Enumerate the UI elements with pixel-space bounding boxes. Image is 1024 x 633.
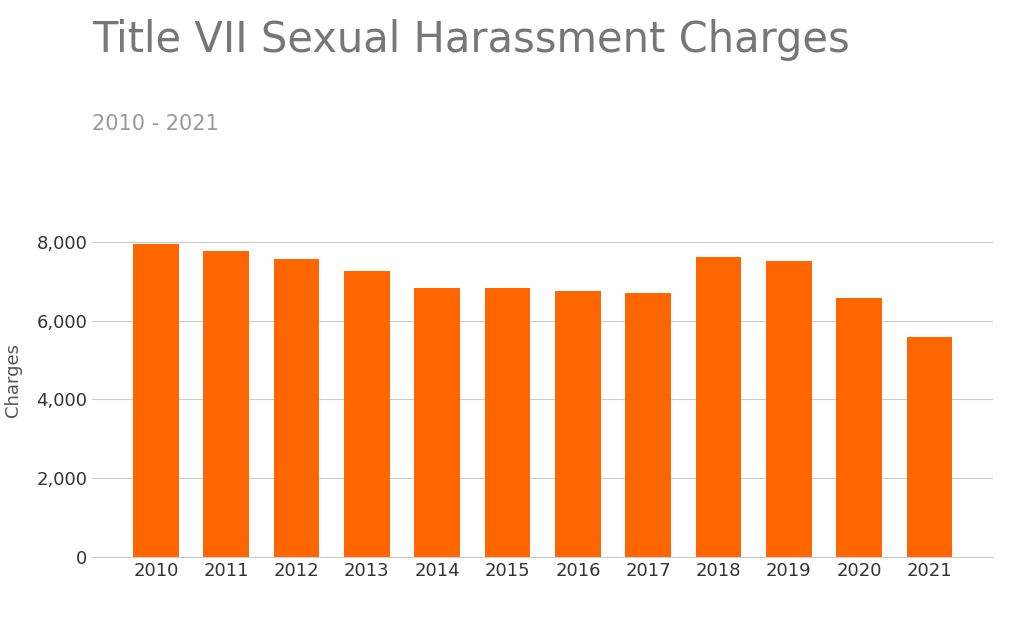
- Bar: [766, 261, 812, 557]
- Bar: [415, 287, 460, 557]
- Bar: [484, 287, 530, 557]
- Y-axis label: Charges: Charges: [4, 343, 23, 417]
- Bar: [344, 272, 390, 557]
- Bar: [626, 293, 671, 557]
- Bar: [837, 298, 882, 557]
- Bar: [204, 251, 249, 557]
- Bar: [906, 337, 952, 557]
- Text: Title VII Sexual Harassment Charges: Title VII Sexual Harassment Charges: [92, 19, 850, 61]
- Bar: [273, 259, 319, 557]
- Bar: [555, 291, 601, 557]
- Bar: [695, 258, 741, 557]
- Text: 2010 - 2021: 2010 - 2021: [92, 114, 219, 134]
- Bar: [133, 244, 179, 557]
